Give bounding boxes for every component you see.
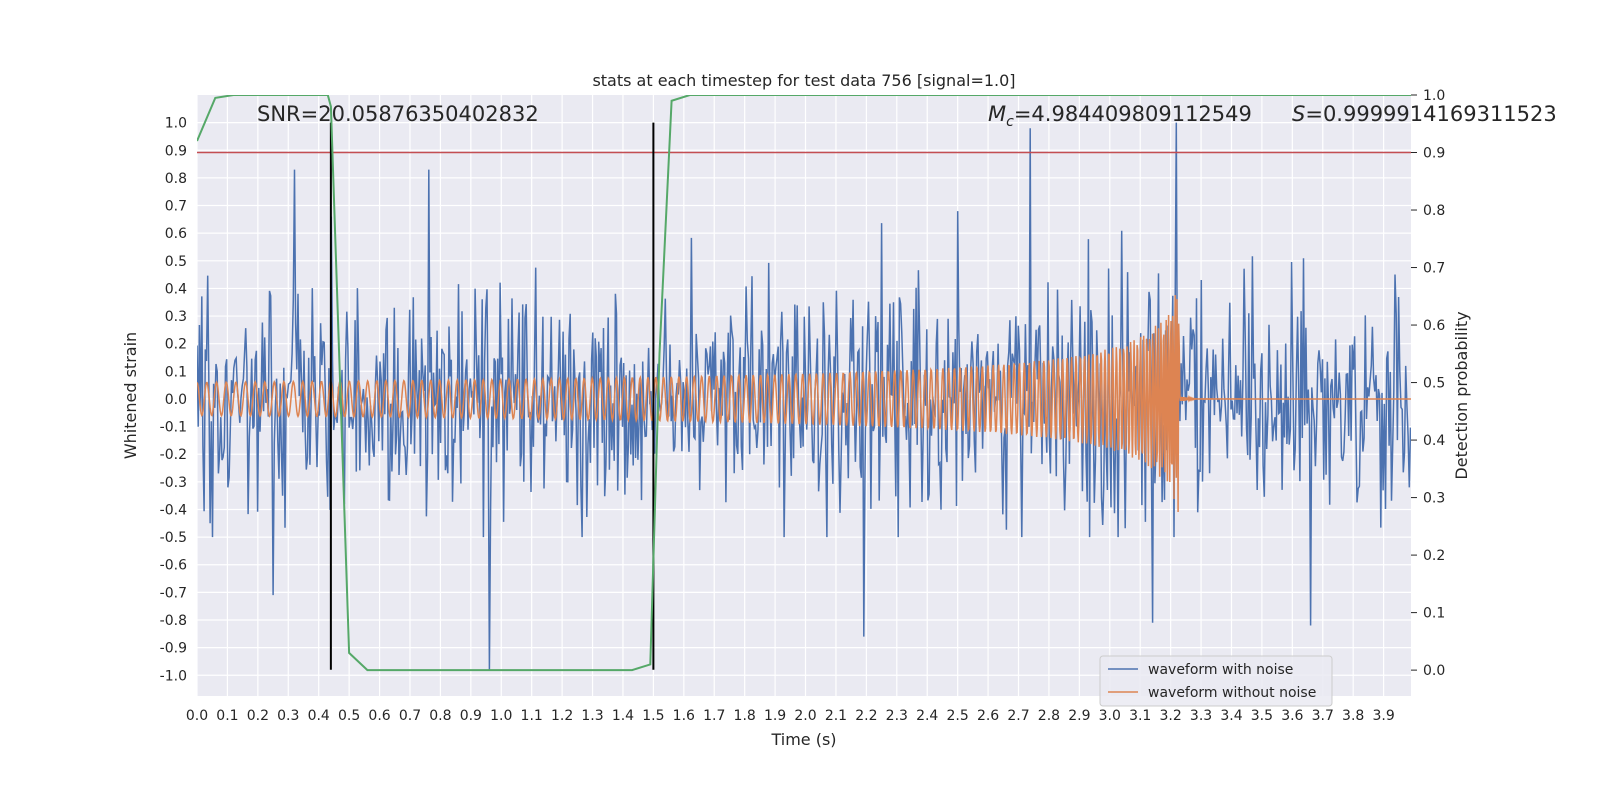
x-tick-label: 2.5 (947, 708, 969, 724)
x-tick-label: 2.6 (977, 708, 999, 724)
x-tick-label: 0.8 (429, 708, 451, 724)
y-tick-label: 1.0 (165, 116, 187, 132)
y-tick-label: -0.8 (160, 613, 187, 629)
x-tick-label: 0.1 (216, 708, 238, 724)
y-tick-label: -0.7 (160, 585, 187, 601)
x-tick-label: 0.5 (338, 708, 360, 724)
y-tick-label: 0.4 (165, 281, 187, 297)
y-tick-labels: 1.0 0.9 0.8 0.7 0.6 0.5 0.4 0.3 0.2 0.1 0.0 -0.1 -0.… (160, 116, 187, 685)
series-line-detection-probability (197, 95, 1411, 672)
x-tick-label: 1.9 (764, 708, 786, 724)
y2-tick-label: 0.3 (1423, 491, 1445, 507)
y2-tick-label: 0.2 (1423, 548, 1445, 564)
x-tick-label: 1.4 (612, 708, 634, 724)
y-tick-label: 0.0 (165, 392, 187, 408)
x-tick-label: 3.4 (1220, 708, 1242, 724)
x-tick-label: 3.6 (1281, 708, 1303, 724)
annotation-chirp-mass: Mc=4.984409809112549 (988, 102, 1252, 130)
x-tick-label: 2.8 (1038, 708, 1060, 724)
y-tick-label: -0.1 (160, 420, 187, 436)
y-tick-label: -1.0 (160, 668, 187, 684)
x-tick-label: 3.1 (1129, 708, 1151, 724)
chart-title: stats at each timestep for test data 756… (592, 71, 1015, 90)
x-tick-label: 2.9 (1068, 708, 1090, 724)
x-tick-label: 2.2 (855, 708, 877, 724)
x-tick-label: 1.3 (581, 708, 603, 724)
y-tick-label: 0.3 (165, 309, 187, 325)
x-tick-label: 1.0 (490, 708, 512, 724)
y-tick-label: 0.2 (165, 337, 187, 353)
legend: waveform with noise waveform without noi… (1099, 655, 1333, 707)
x-tick-label: 0.6 (368, 708, 390, 724)
s-value: =0.9999914169311523 (1305, 102, 1556, 126)
x-tick-label: 3.3 (1190, 708, 1212, 724)
x-tick-label: 3.0 (1099, 708, 1121, 724)
x-tick-label: 0.7 (399, 708, 421, 724)
y-tick-label: -0.4 (160, 502, 187, 518)
mc-symbol: M (988, 102, 1006, 126)
y2-axis-label: Detection probability (1452, 311, 1471, 479)
s-symbol: S (1292, 102, 1305, 126)
y-tick-label: 0.1 (165, 364, 187, 380)
y-axis-label: Whitened strain (121, 332, 140, 459)
y2-tick-label: 0.4 (1423, 433, 1445, 449)
x-tick-label: 0.3 (277, 708, 299, 724)
x-tick-label: 2.3 (886, 708, 908, 724)
x-tick-label: 1.6 (673, 708, 695, 724)
legend-label-waveform-with-noise: waveform with noise (1148, 662, 1293, 678)
x-tick-label: 0.4 (308, 708, 330, 724)
x-tick-label: 0.9 (460, 708, 482, 724)
mc-subscript: c (1006, 114, 1014, 130)
x-axis-label: Time (s) (770, 730, 836, 749)
x-tick-label: 1.8 (734, 708, 756, 724)
x-tick-label: 0.2 (247, 708, 269, 724)
x-tick-label: 2.4 (916, 708, 938, 724)
x-tick-label: 1.7 (703, 708, 725, 724)
y-tick-label: 0.8 (165, 171, 187, 187)
legend-box (1099, 655, 1333, 707)
annotation-snr: SNR=20.05876350402832 (257, 102, 539, 126)
annotation-score: S=0.9999914169311523 (1292, 102, 1557, 126)
y2-tick-label: 0.9 (1423, 146, 1445, 162)
y-tick-label: -0.2 (160, 447, 187, 463)
x-tick-label: 3.2 (1160, 708, 1182, 724)
y-tick-label: 0.7 (165, 199, 187, 215)
x-tick-label: 0.0 (186, 708, 208, 724)
y2-tick-label: 0.7 (1423, 261, 1445, 277)
y2-tick-label: 0.0 (1423, 663, 1445, 679)
x-tick-label: 2.7 (1007, 708, 1029, 724)
y-tick-label: 0.5 (165, 254, 187, 270)
y-tick-label: -0.9 (160, 641, 187, 657)
x-tick-label: 1.2 (551, 708, 573, 724)
y2-tick-label: 0.5 (1423, 376, 1445, 392)
x-tick-label: 2.1 (825, 708, 847, 724)
y-tick-label: -0.6 (160, 558, 187, 574)
x-tick-label: 3.5 (1251, 708, 1273, 724)
y2-tick-label: 1.0 (1423, 88, 1445, 104)
y-tick-label: 0.6 (165, 226, 187, 242)
x-tick-label: 1.1 (521, 708, 543, 724)
y-tick-label: -0.3 (160, 475, 187, 491)
x-tick-label: 3.8 (1342, 708, 1364, 724)
y2-tick-label: 0.6 (1423, 318, 1445, 334)
legend-label-waveform-without-noise: waveform without noise (1148, 685, 1316, 701)
series-line-waveform-without-noise (197, 295, 1411, 513)
x-tick-label: 1.5 (642, 708, 664, 724)
y-tick-label: 0.9 (165, 143, 187, 159)
y2-tick-labels: 1.0 0.9 0.8 0.7 0.6 0.5 0.4 0.3 0.2 0.1 0.0 (1411, 88, 1445, 679)
x-tick-label: 2.0 (794, 708, 816, 724)
y2-tick-label: 0.8 (1423, 203, 1445, 219)
y2-tick-label: 0.1 (1423, 606, 1445, 622)
x-tick-labels: 0.0 0.1 0.2 0.3 0.4 0.5 0.6 0.7 0.8 0.9 1.0 1.1 1.2 1… (186, 708, 1395, 724)
mc-value: =4.984409809112549 (1014, 102, 1252, 126)
y-tick-label: -0.5 (160, 530, 187, 546)
x-tick-label: 3.9 (1372, 708, 1394, 724)
x-tick-label: 3.7 (1312, 708, 1334, 724)
